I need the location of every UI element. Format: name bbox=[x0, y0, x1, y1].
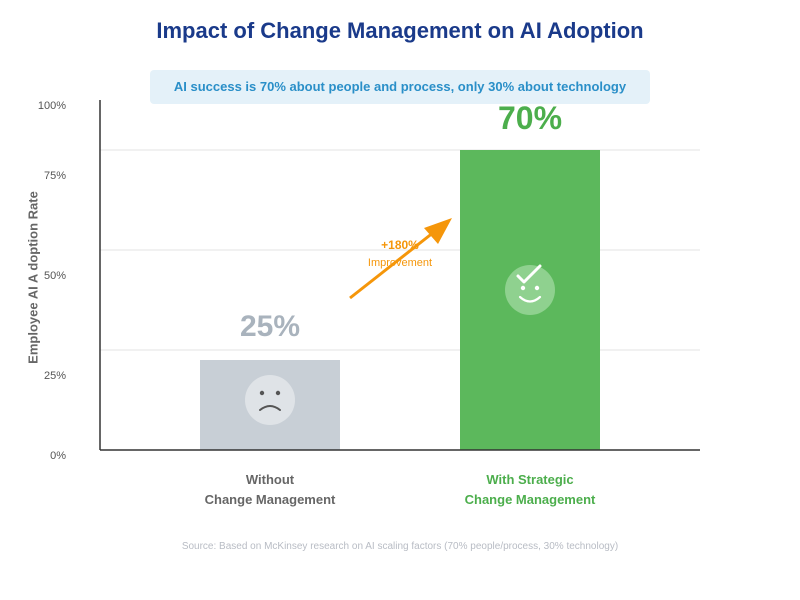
bar-value-label: 25% bbox=[239, 310, 301, 343]
insight-callout: AI success is 70% about people and proce… bbox=[150, 70, 650, 104]
happy-face-icon bbox=[505, 264, 555, 315]
improvement-annotation-subtext: Improvement bbox=[367, 257, 433, 269]
y-tick-label: 100% bbox=[37, 100, 66, 112]
category-line: Change Management bbox=[464, 492, 596, 507]
improvement-arrow-icon bbox=[349, 218, 452, 300]
y-tick-label: 50% bbox=[43, 270, 66, 282]
x-category-label-without: Without Change Management bbox=[160, 470, 380, 510]
y-tick-label: 75% bbox=[43, 170, 66, 182]
y-tick-label: 0% bbox=[50, 450, 66, 462]
category-line: Change Management bbox=[204, 492, 336, 507]
category-line: Without bbox=[245, 472, 295, 487]
bar-value-label: 70% bbox=[497, 100, 563, 136]
chart-title: Impact of Change Management on AI Adopti… bbox=[156, 18, 644, 43]
source-note: Source: Based on McKinsey research on AI… bbox=[181, 541, 619, 552]
improvement-annotation: +180% bbox=[381, 238, 419, 252]
sad-face-icon bbox=[245, 375, 295, 425]
y-tick-label: 25% bbox=[43, 370, 66, 382]
category-line: With Strategic bbox=[486, 472, 574, 487]
x-category-label-with: With Strategic Change Management bbox=[420, 470, 640, 510]
